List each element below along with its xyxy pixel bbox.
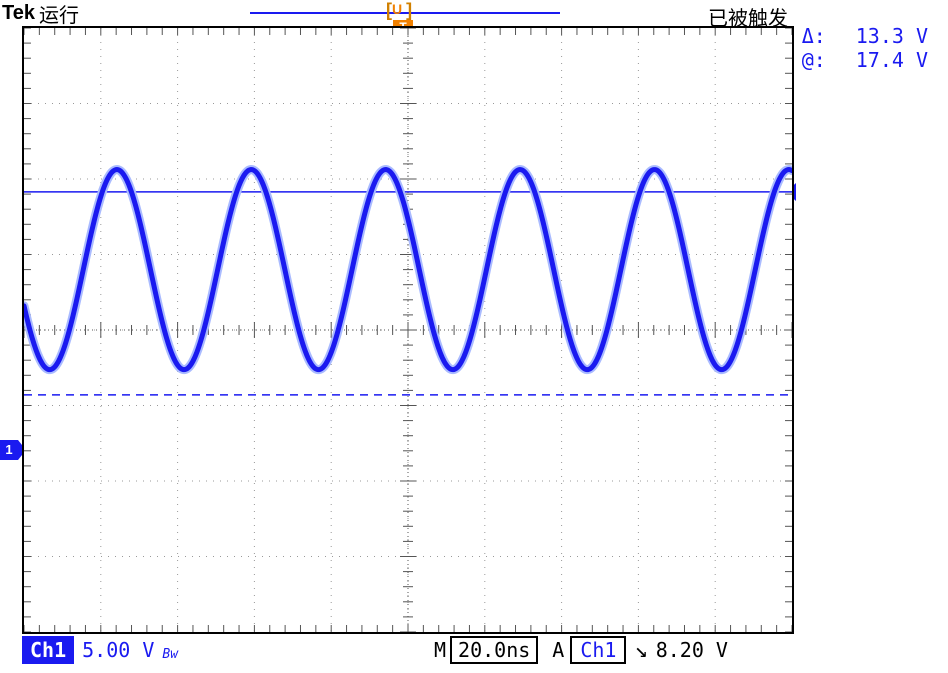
timebase-label: M bbox=[434, 638, 450, 662]
delta-label: Δ: bbox=[802, 24, 832, 48]
trigger-window-brackets: [U] bbox=[386, 0, 412, 21]
trigger-level-value: 8.20 V bbox=[656, 638, 728, 662]
brand-logo: Tek bbox=[2, 2, 35, 25]
cursor-readout: Δ: 13.3 V @: 17.4 V bbox=[802, 24, 928, 72]
delta-value: 13.3 V bbox=[856, 24, 928, 48]
timebase-readout: M 20.0ns A Ch1 ↘ 8.20 V bbox=[434, 636, 728, 664]
trigger-slope-icon[interactable]: ↘ bbox=[634, 638, 647, 663]
run-status: 运行 bbox=[39, 0, 79, 28]
top-bar: Tek 运行 [U] 已被触发 bbox=[0, 0, 948, 26]
trigger-source[interactable]: Ch1 bbox=[570, 636, 626, 664]
trigger-mode-label: A bbox=[552, 638, 564, 662]
channel-1-box[interactable]: Ch1 bbox=[22, 636, 74, 664]
at-value: 17.4 V bbox=[856, 48, 928, 72]
at-label: @: bbox=[802, 48, 832, 72]
timebase-value[interactable]: 20.0ns bbox=[450, 636, 538, 664]
bandwidth-limit-icon: Bw bbox=[162, 647, 178, 662]
waveform-plot bbox=[24, 28, 792, 632]
bottom-readout-bar: Ch1 5.00 V Bw M 20.0ns A Ch1 ↘ 8.20 V bbox=[22, 636, 794, 664]
channel-1-label: 1 bbox=[0, 440, 18, 460]
channel-1-scale: 5.00 V bbox=[74, 638, 162, 662]
oscilloscope-graticule[interactable] bbox=[22, 26, 794, 634]
channel-1-ground-marker[interactable]: 1 bbox=[0, 440, 24, 460]
